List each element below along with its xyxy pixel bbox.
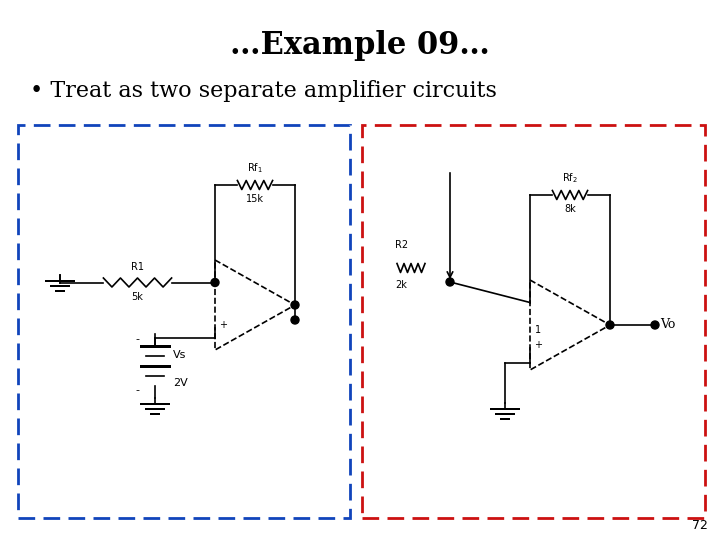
Text: 15k: 15k — [246, 194, 264, 204]
Text: -: - — [135, 386, 139, 395]
Text: +: + — [534, 340, 542, 350]
Text: Vo: Vo — [660, 319, 675, 332]
Text: 1: 1 — [535, 325, 541, 335]
Text: Rf$_1$: Rf$_1$ — [247, 161, 263, 175]
Bar — [362, 125, 705, 518]
Bar — [18, 125, 350, 518]
Circle shape — [446, 278, 454, 286]
Text: Vs: Vs — [173, 350, 186, 361]
Text: R1: R1 — [131, 262, 144, 273]
Text: 8k: 8k — [564, 204, 576, 214]
Circle shape — [291, 316, 299, 324]
Text: 2k: 2k — [395, 280, 407, 290]
Text: 5k: 5k — [132, 292, 143, 301]
Text: Rf$_2$: Rf$_2$ — [562, 171, 578, 185]
Circle shape — [651, 321, 659, 329]
Text: R2: R2 — [395, 240, 408, 250]
Circle shape — [291, 301, 299, 309]
Text: -: - — [135, 334, 139, 345]
Text: 2V: 2V — [173, 379, 188, 388]
Text: +: + — [219, 320, 227, 330]
Text: • Treat as two separate amplifier circuits: • Treat as two separate amplifier circui… — [30, 80, 497, 102]
Circle shape — [606, 321, 614, 329]
Text: …Example 09…: …Example 09… — [230, 30, 490, 61]
Text: 72: 72 — [692, 519, 708, 532]
Circle shape — [211, 279, 219, 287]
